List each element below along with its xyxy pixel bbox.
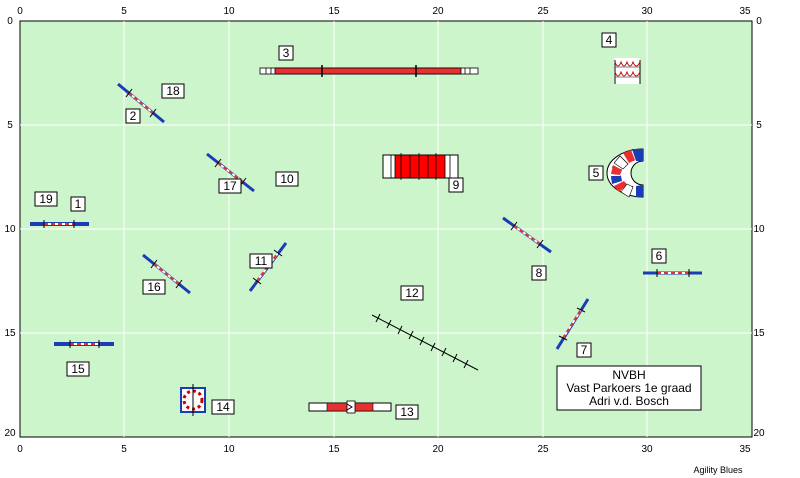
x-tick-bottom: 35: [739, 444, 751, 455]
number-text: 5: [593, 166, 600, 180]
x-tick-bottom: 15: [328, 444, 340, 455]
y-tick-left: 10: [4, 224, 16, 235]
number-label-4: 4: [601, 32, 617, 48]
number-text: 8: [536, 266, 543, 280]
course-title: Vast Parkoers 1e graad: [566, 381, 691, 395]
y-tick-left: 15: [4, 328, 16, 339]
obstacle-1-jump: [30, 220, 89, 228]
number-label-5: 5: [588, 165, 604, 181]
number-label-14: 14: [211, 399, 235, 415]
x-axis-top: 0 5 10 15 20 25 30 35: [17, 6, 751, 17]
number-text: 3: [283, 46, 290, 60]
number-text: 2: [130, 109, 137, 123]
number-label-2: 2: [125, 108, 141, 124]
number-label-13: 13: [395, 404, 419, 420]
obstacle-16-jump: [142, 253, 191, 295]
x-tick-bottom: 20: [432, 444, 444, 455]
x-tick-top: 35: [739, 6, 751, 17]
obstacle-7-jump: [555, 298, 590, 350]
obstacle-15-jump: [54, 340, 114, 348]
obstacle-5-curved-tunnel: [606, 148, 644, 198]
number-label-12: 12: [400, 285, 424, 301]
obstacle-9-tunnel: [382, 153, 459, 180]
number-text: 10: [280, 172, 294, 186]
number-text: 7: [581, 343, 588, 357]
x-tick-top: 25: [537, 6, 549, 17]
obstacle-6-jump: [643, 269, 702, 277]
number-text: 14: [216, 400, 230, 414]
number-label-19: 19: [34, 191, 58, 207]
x-tick-bottom: 25: [537, 444, 549, 455]
x-tick-bottom: 5: [121, 444, 127, 455]
number-label-3: 3: [278, 45, 294, 61]
number-text: 16: [147, 280, 161, 294]
number-label-11: 11: [249, 253, 273, 269]
y-tick-right: 15: [753, 328, 765, 339]
number-label-7: 7: [576, 342, 592, 358]
number-label-16: 16: [142, 279, 166, 295]
number-text: 4: [606, 33, 613, 47]
obstacle-2-jump: [117, 82, 165, 124]
number-label-1: 1: [70, 196, 86, 212]
designer-name: Adri v.d. Bosch: [589, 394, 669, 408]
y-tick-left: 0: [7, 16, 13, 27]
number-label-15: 15: [66, 361, 90, 377]
number-text: 12: [405, 286, 419, 300]
y-tick-left: 5: [7, 120, 13, 131]
y-tick-right: 5: [756, 120, 762, 131]
number-text: 13: [400, 405, 414, 419]
obstacle-8-jump: [502, 216, 552, 254]
x-tick-top: 0: [17, 6, 23, 17]
x-tick-top: 10: [223, 6, 235, 17]
y-tick-right: 20: [753, 428, 765, 439]
obstacle-14-tire: [180, 384, 206, 416]
obstacle-12-seesaw: [371, 313, 479, 371]
x-tick-top: 5: [121, 6, 127, 17]
obstacle-4-hurdle: [614, 58, 641, 84]
x-tick-bottom: 30: [641, 444, 653, 455]
y-axis-left: 0 5 10 15 20: [4, 16, 16, 439]
number-text: 19: [39, 192, 53, 206]
x-tick-top: 15: [328, 6, 340, 17]
number-label-9: 9: [448, 177, 464, 193]
obstacle-13-long-jump: [308, 400, 392, 414]
number-label-17: 17: [218, 178, 242, 194]
number-text: 17: [223, 179, 237, 193]
number-label-10: 10: [275, 171, 299, 187]
number-label-18: 18: [161, 83, 185, 99]
y-axis-right: 0 5 10 15 20: [753, 16, 765, 439]
footer-brand: Agility Blues: [693, 465, 743, 475]
number-text: 11: [255, 254, 268, 268]
number-text: 15: [71, 362, 85, 376]
number-label-6: 6: [651, 248, 667, 264]
x-tick-top: 20: [432, 6, 444, 17]
y-tick-right: 0: [756, 16, 762, 27]
number-text: 18: [166, 84, 180, 98]
x-tick-top: 30: [641, 6, 653, 17]
number-text: 9: [453, 178, 460, 192]
organization-name: NVBH: [612, 368, 645, 382]
course-info-box: NVBH Vast Parkoers 1e graad Adri v.d. Bo…: [556, 365, 702, 411]
x-axis-bottom: 0 5 10 15 20 25 30 35: [17, 444, 751, 455]
number-label-8: 8: [531, 265, 547, 281]
y-tick-right: 10: [753, 224, 765, 235]
number-text: 1: [75, 197, 82, 211]
number-text: 6: [656, 249, 663, 263]
obstacle-3-dogwalk: [259, 65, 479, 77]
y-tick-left: 20: [4, 428, 16, 439]
x-tick-bottom: 0: [17, 444, 23, 455]
x-tick-bottom: 10: [223, 444, 235, 455]
